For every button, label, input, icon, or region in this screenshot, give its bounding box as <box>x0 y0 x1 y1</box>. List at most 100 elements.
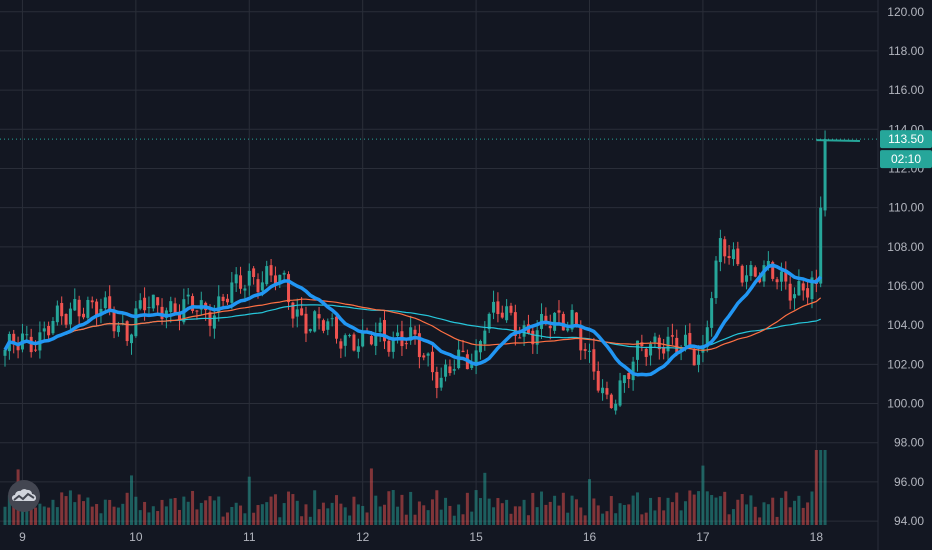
volume-bar <box>191 490 195 525</box>
candle-body <box>217 296 221 313</box>
candle-body <box>509 305 513 313</box>
candle-body <box>47 325 51 336</box>
countdown-tag <box>880 150 932 169</box>
candle-body <box>16 343 20 351</box>
x-tick-label: 15 <box>469 530 483 544</box>
volume-bar <box>25 502 29 525</box>
volume-bar <box>736 499 740 525</box>
volume-bar <box>701 465 705 525</box>
candle-body <box>291 302 295 319</box>
volume-bar <box>7 495 11 525</box>
volume-bar <box>797 495 801 525</box>
candle-body <box>605 388 609 395</box>
volume-bar <box>784 491 788 525</box>
volume-bar <box>335 495 339 525</box>
candle-body <box>622 375 626 384</box>
volume-bar <box>557 505 561 525</box>
volume-bar <box>553 495 557 525</box>
volume-bar <box>173 497 177 525</box>
volume-bar <box>718 496 722 525</box>
volume-bar <box>156 511 160 525</box>
volume-bar <box>382 504 386 525</box>
candle-body <box>574 312 578 327</box>
volume-bar <box>42 506 46 525</box>
volume-bar <box>121 503 125 525</box>
volume-bar <box>260 504 264 525</box>
candle-body <box>273 275 277 286</box>
volume-bar <box>605 511 609 525</box>
tradingview-logo[interactable] <box>8 480 40 512</box>
volume-bar <box>745 504 749 525</box>
volume-bar <box>199 502 203 525</box>
candle-body <box>740 265 744 283</box>
candle-body <box>692 349 696 366</box>
cloud-icon <box>12 489 36 501</box>
volume-bar <box>217 496 221 525</box>
candle-body <box>25 334 29 336</box>
candle-body <box>531 330 535 345</box>
volume-bar <box>147 512 151 525</box>
candle-body <box>710 298 714 328</box>
candle-body <box>705 327 709 347</box>
volume-bar <box>518 506 522 525</box>
candle-body <box>348 335 352 337</box>
volume-bar <box>465 492 469 525</box>
volume-bar <box>566 512 570 525</box>
candle-body <box>505 306 509 321</box>
candle-body <box>129 334 133 344</box>
candle-body <box>779 271 783 282</box>
candle-body <box>77 299 81 317</box>
volume-bar <box>356 504 360 525</box>
volume-bar <box>487 498 491 525</box>
candle-body <box>731 249 735 260</box>
candle-body <box>308 329 312 332</box>
y-tick-label: 116.00 <box>888 83 924 97</box>
candle-body <box>435 371 439 388</box>
candle-body <box>173 303 177 315</box>
volume-bar <box>417 501 421 525</box>
candle-body <box>108 296 112 311</box>
candle-body <box>55 305 59 323</box>
volume-bar <box>164 506 168 525</box>
y-tick-label: 94.00 <box>894 514 924 528</box>
volume-bar <box>505 499 509 525</box>
volume-bar <box>208 496 212 525</box>
candle-body <box>697 354 701 365</box>
volume-bar <box>73 502 77 525</box>
candle-body <box>583 349 587 351</box>
volume-bar <box>583 515 587 525</box>
candle-body <box>278 274 282 285</box>
candle-body <box>766 260 770 268</box>
candle-body <box>374 333 378 346</box>
volume-bar <box>710 495 714 525</box>
candle-body <box>177 311 181 320</box>
volume-bar <box>256 505 260 525</box>
candle-body <box>592 349 596 372</box>
candle-body <box>723 239 727 257</box>
volume-bar <box>705 491 709 525</box>
candle-body <box>73 299 77 311</box>
candle-body <box>413 329 417 335</box>
candle-body <box>675 337 679 353</box>
volume-bar <box>361 505 365 525</box>
volume-bar <box>618 503 622 525</box>
candle-body <box>448 366 452 374</box>
volume-bar <box>38 503 42 525</box>
volume-bar <box>588 479 592 525</box>
candle-body <box>12 333 16 345</box>
volume-bar <box>182 496 186 525</box>
volume-bar <box>793 500 797 525</box>
volume-bar <box>317 509 321 525</box>
candle-body <box>112 309 116 332</box>
volume-bar <box>644 512 648 525</box>
y-tick-label: 106.00 <box>887 279 924 293</box>
volume-bar <box>439 509 443 525</box>
candle-body <box>797 281 801 296</box>
volume-bar <box>775 516 779 525</box>
candle-body <box>51 320 55 334</box>
volume-bar <box>400 494 404 525</box>
candle-body <box>596 370 600 391</box>
volume-bar <box>352 496 356 525</box>
volume-bar <box>129 475 133 525</box>
